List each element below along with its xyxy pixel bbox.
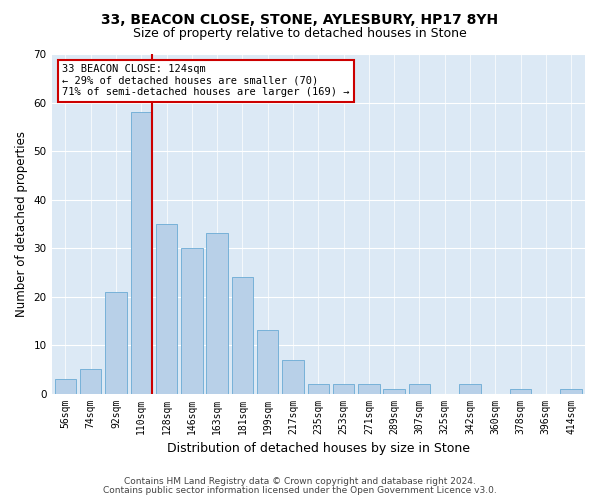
Bar bbox=[333, 384, 354, 394]
Bar bbox=[105, 292, 127, 394]
Text: Contains public sector information licensed under the Open Government Licence v3: Contains public sector information licen… bbox=[103, 486, 497, 495]
Bar bbox=[257, 330, 278, 394]
Bar bbox=[282, 360, 304, 394]
Text: Size of property relative to detached houses in Stone: Size of property relative to detached ho… bbox=[133, 28, 467, 40]
Bar bbox=[358, 384, 380, 394]
Bar bbox=[80, 370, 101, 394]
X-axis label: Distribution of detached houses by size in Stone: Distribution of detached houses by size … bbox=[167, 442, 470, 455]
Text: 33 BEACON CLOSE: 124sqm
← 29% of detached houses are smaller (70)
71% of semi-de: 33 BEACON CLOSE: 124sqm ← 29% of detache… bbox=[62, 64, 350, 98]
Bar bbox=[308, 384, 329, 394]
Bar bbox=[206, 234, 228, 394]
Bar bbox=[459, 384, 481, 394]
Bar bbox=[181, 248, 203, 394]
Bar bbox=[232, 277, 253, 394]
Bar bbox=[510, 388, 531, 394]
Bar bbox=[156, 224, 178, 394]
Y-axis label: Number of detached properties: Number of detached properties bbox=[15, 131, 28, 317]
Bar bbox=[55, 379, 76, 394]
Bar bbox=[409, 384, 430, 394]
Bar bbox=[131, 112, 152, 394]
Text: 33, BEACON CLOSE, STONE, AYLESBURY, HP17 8YH: 33, BEACON CLOSE, STONE, AYLESBURY, HP17… bbox=[101, 12, 499, 26]
Bar bbox=[383, 388, 405, 394]
Bar bbox=[560, 388, 582, 394]
Text: Contains HM Land Registry data © Crown copyright and database right 2024.: Contains HM Land Registry data © Crown c… bbox=[124, 477, 476, 486]
